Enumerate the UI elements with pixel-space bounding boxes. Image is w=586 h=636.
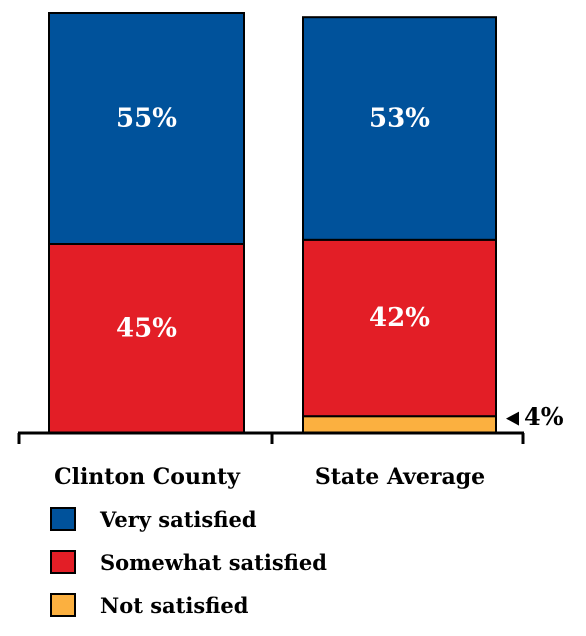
legend-swatch-not-satisfied [50, 593, 76, 617]
legend-label-not-satisfied: Not satisfied [100, 592, 249, 618]
data-label-state-average-very-satisfied: 53% [369, 104, 430, 134]
bar-segment-state-average-not-satisfied [302, 415, 497, 435]
bar-segment-clinton-county-very-satisfied [48, 12, 245, 245]
legend-item-not-satisfied: Not satisfied [50, 592, 327, 618]
data-label-state-average-not-satisfied: 4% [524, 402, 564, 431]
category-label-state-average: State Average [315, 464, 485, 490]
bar-segment-state-average-very-satisfied [302, 16, 497, 241]
legend-label-very-satisfied: Very satisfied [100, 506, 257, 532]
legend: Very satisfied Somewhat satisfied Not sa… [50, 506, 327, 635]
stacked-bar-chart: 45% 55% Clinton County 4% 42% 53% State Averag… [17, 12, 564, 490]
category-label-clinton-county: Clinton County [54, 464, 241, 490]
data-label-clinton-county-somewhat-satisfied: 45% [116, 314, 177, 344]
legend-item-somewhat-satisfied: Somewhat satisfied [50, 549, 327, 575]
legend-label-somewhat-satisfied: Somewhat satisfied [100, 549, 327, 575]
pointer-arrow-state-average-not-satisfied [506, 411, 519, 426]
bar-segment-clinton-county-somewhat-satisfied [48, 243, 245, 434]
legend-swatch-very-satisfied [50, 507, 76, 531]
legend-swatch-somewhat-satisfied [50, 550, 76, 574]
data-label-clinton-county-very-satisfied: 55% [116, 104, 177, 134]
legend-item-very-satisfied: Very satisfied [50, 506, 327, 532]
data-label-state-average-somewhat-satisfied: 42% [369, 303, 430, 333]
